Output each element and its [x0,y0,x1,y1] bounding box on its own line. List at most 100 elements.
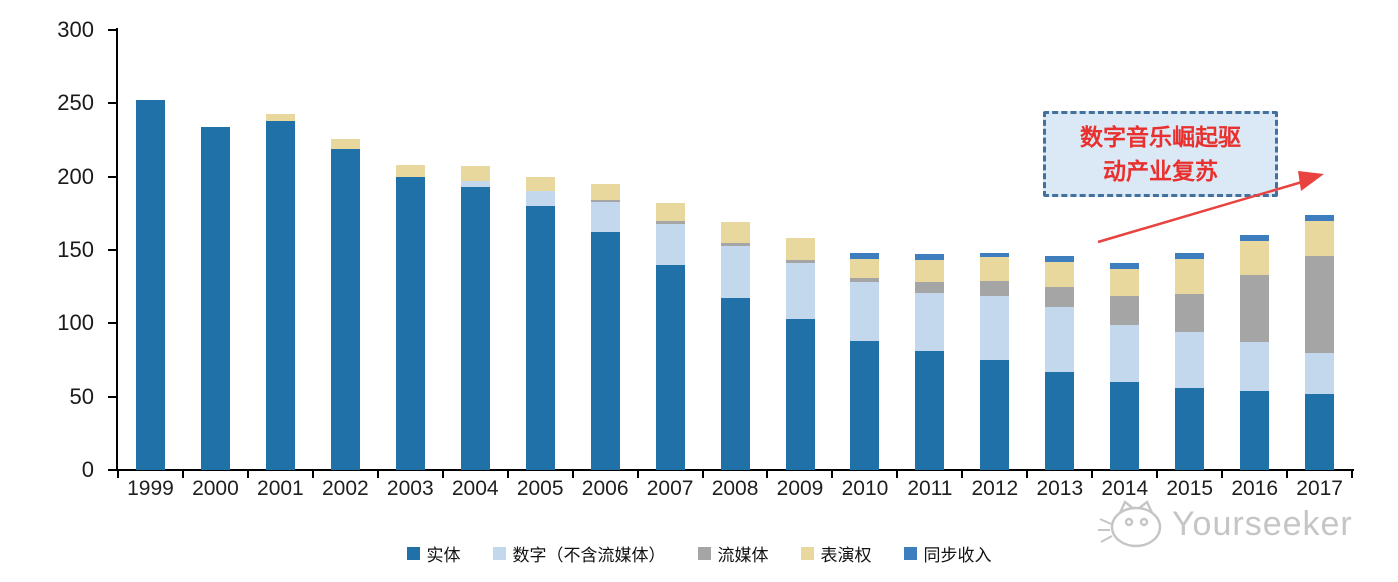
bar-segment-digital-excl-streaming [655,223,685,265]
bar-segment-streaming [785,260,815,264]
x-axis-label-1999: 1999 [127,477,174,500]
bar-segment-physical [460,186,490,470]
bar-slot [183,30,248,470]
y-tick-mark [108,249,116,251]
bar-slot [962,30,1027,470]
y-tick-label: 50 [69,383,94,409]
y-tick-label: 200 [57,163,94,189]
y-tick-mark [108,469,116,471]
bar-segment-performance-rights [720,222,750,243]
y-axis: 0 50 100 150 200 250 300 [0,18,116,482]
x-tick-mark [766,471,769,478]
bar-segment-performance-rights [1110,269,1140,296]
x-tick-mark [831,471,834,478]
bar-segment-digital-excl-streaming [590,201,620,233]
x-tick-mark [701,471,704,478]
x-tick-mark [1286,471,1289,478]
x-axis-label-2005: 2005 [516,477,564,500]
x-axis-ticks [117,471,1353,479]
bar-segment-digital-excl-streaming [720,245,750,299]
legend-marker-physical [406,547,420,560]
y-tick-mark [108,102,116,105]
bar-segment-streaming [1175,294,1205,333]
bar-slot [508,30,573,470]
bar-segment-sync-revenue [980,252,1010,258]
bar-segment-physical [850,340,880,470]
x-axis-label-2011: 2011 [907,477,953,500]
bar-segment-streaming [655,220,685,224]
x-axis-label-2017: 2017 [1296,477,1343,500]
bar-stack-2006 [590,184,620,470]
annotation-line-1: 数字音乐崛起驱 [1080,123,1241,150]
bar-segment-physical [1305,393,1335,470]
x-tick-mark [181,471,184,478]
bar-segment-physical [655,264,685,470]
bar-segment-physical [330,148,360,470]
x-axis-labels: 1999 2000 2001 2002 2003 2004 2005 2006 2007 2008… [118,477,1352,501]
y-tick-label: 300 [57,17,94,42]
bar-segment-performance-rights [785,238,815,261]
x-tick-mark [441,471,444,478]
legend-marker-sync-revenue [903,547,917,560]
bar-segment-physical [1175,387,1205,470]
bar-segment-physical [590,232,620,470]
bar-slot [443,30,508,470]
bar-segment-sync-revenue [1305,214,1335,221]
bar-segment-performance-rights [1240,241,1270,275]
bar-segment-sync-revenue [1045,255,1075,262]
y-tick-mark [108,395,116,398]
x-axis-label-2003: 2003 [386,477,434,500]
bar-segment-performance-rights [330,138,360,149]
bar-stack-1999 [135,100,165,470]
x-axis-label-2000: 2000 [192,477,239,500]
bar-segment-digital-excl-streaming [1175,332,1205,388]
bar-segment-physical [395,176,425,470]
bar-slot [313,30,378,470]
x-axis-label-2009: 2009 [776,477,824,500]
bar-stack-2015 [1175,253,1205,470]
bar-slot [573,30,638,470]
x-axis-line [116,469,1354,471]
y-tick-mark [108,29,116,31]
legend-marker-streaming [697,547,711,560]
bar-segment-performance-rights [525,176,555,192]
bar-segment-performance-rights [1175,258,1205,295]
bar-segment-sync-revenue [915,254,945,261]
legend-item-performance-rights: 表演权 [800,541,872,566]
bar-segment-physical [785,318,815,470]
x-tick-mark [1026,471,1029,478]
y-tick-label: 150 [57,237,94,262]
bar-stack-2002 [330,138,360,470]
bar-segment-performance-rights [1305,220,1335,256]
legend-label-streaming: 流媒体 [717,546,769,565]
plot-area [118,30,1352,470]
legend-marker-performance-rights [800,547,814,560]
x-axis-label-2010: 2010 [841,477,889,500]
bar-slot [248,30,313,470]
bar-stack-2016 [1240,235,1270,470]
bar-slot [118,30,183,470]
x-axis-label-2007: 2007 [646,477,694,500]
x-axis-label-2008: 2008 [711,477,759,500]
cat-face-icon [1098,500,1162,548]
x-tick-mark [506,471,509,478]
x-axis-label-2006: 2006 [581,477,629,500]
bar-segment-performance-rights [850,258,880,278]
x-axis-label-2016: 2016 [1231,477,1279,500]
bar-stack-2001 [265,113,295,470]
legend-item-digital-excl-streaming: 数字（不含流媒体） [492,541,666,566]
bar-stack-2007 [655,203,685,470]
bar-stack-2012 [980,252,1010,470]
bar-segment-sync-revenue [850,252,880,259]
x-tick-mark [376,471,379,478]
bar-segment-performance-rights [395,165,425,177]
bar-segment-performance-rights [265,113,295,121]
legend-label-digital-excl-streaming: 数字（不含流媒体） [512,546,666,565]
bar-segment-physical [1110,382,1140,470]
bar-stack-2011 [915,254,945,470]
bar-stack-2017 [1305,214,1335,470]
x-tick-mark [961,471,964,478]
bar-slot [1287,30,1352,470]
bar-segment-digital-excl-streaming [850,282,880,341]
bar-segment-streaming [980,280,1010,296]
